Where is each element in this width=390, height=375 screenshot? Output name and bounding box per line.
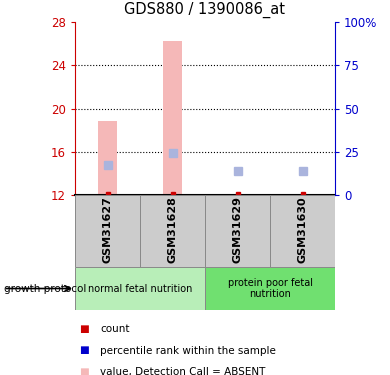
Text: GDS880 / 1390086_at: GDS880 / 1390086_at	[124, 2, 285, 18]
Bar	[205, 195, 270, 267]
Bar	[75, 195, 140, 267]
Text: ■: ■	[79, 345, 89, 355]
Text: GSM31627: GSM31627	[103, 196, 112, 263]
Text: normal fetal nutrition: normal fetal nutrition	[88, 284, 192, 294]
Bar	[205, 267, 335, 310]
Text: GSM31629: GSM31629	[232, 196, 243, 263]
Bar	[270, 195, 335, 267]
Bar	[75, 267, 205, 310]
Text: count: count	[100, 324, 130, 334]
Text: protein poor fetal
nutrition: protein poor fetal nutrition	[227, 278, 312, 299]
Text: value, Detection Call = ABSENT: value, Detection Call = ABSENT	[100, 367, 266, 375]
Text: ■: ■	[79, 324, 89, 334]
Text: ■: ■	[79, 367, 89, 375]
Text: percentile rank within the sample: percentile rank within the sample	[100, 345, 276, 355]
Bar	[98, 122, 117, 195]
Text: GSM31628: GSM31628	[167, 196, 177, 263]
Text: GSM31630: GSM31630	[298, 196, 307, 263]
Bar	[163, 42, 182, 195]
Text: growth protocol: growth protocol	[4, 284, 86, 294]
Bar	[140, 195, 205, 267]
